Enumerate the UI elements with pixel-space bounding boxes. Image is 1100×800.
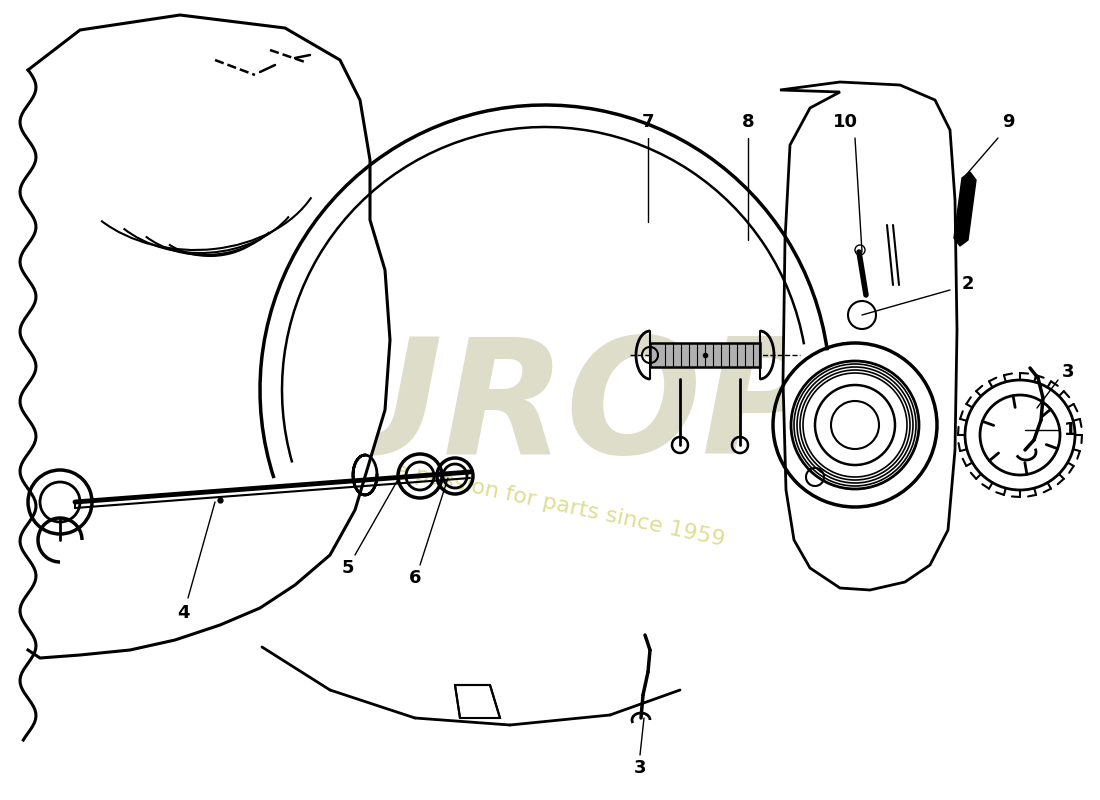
Text: 2: 2 [961,275,975,293]
Text: 7: 7 [641,113,654,131]
Text: 5: 5 [342,559,354,577]
Polygon shape [650,343,760,367]
Text: a passion for parts since 1959: a passion for parts since 1959 [393,460,727,550]
Polygon shape [954,172,976,246]
Text: 9: 9 [1002,113,1014,131]
Text: 3: 3 [634,759,647,777]
Text: 3: 3 [1062,363,1075,381]
Text: 6: 6 [409,569,421,587]
Text: 10: 10 [833,113,858,131]
Text: 1: 1 [1064,421,1076,439]
Polygon shape [780,82,957,590]
Polygon shape [455,685,500,718]
Text: 8: 8 [741,113,755,131]
Text: EUROPS: EUROPS [205,333,935,487]
Polygon shape [20,15,390,740]
Text: 4: 4 [177,604,189,622]
